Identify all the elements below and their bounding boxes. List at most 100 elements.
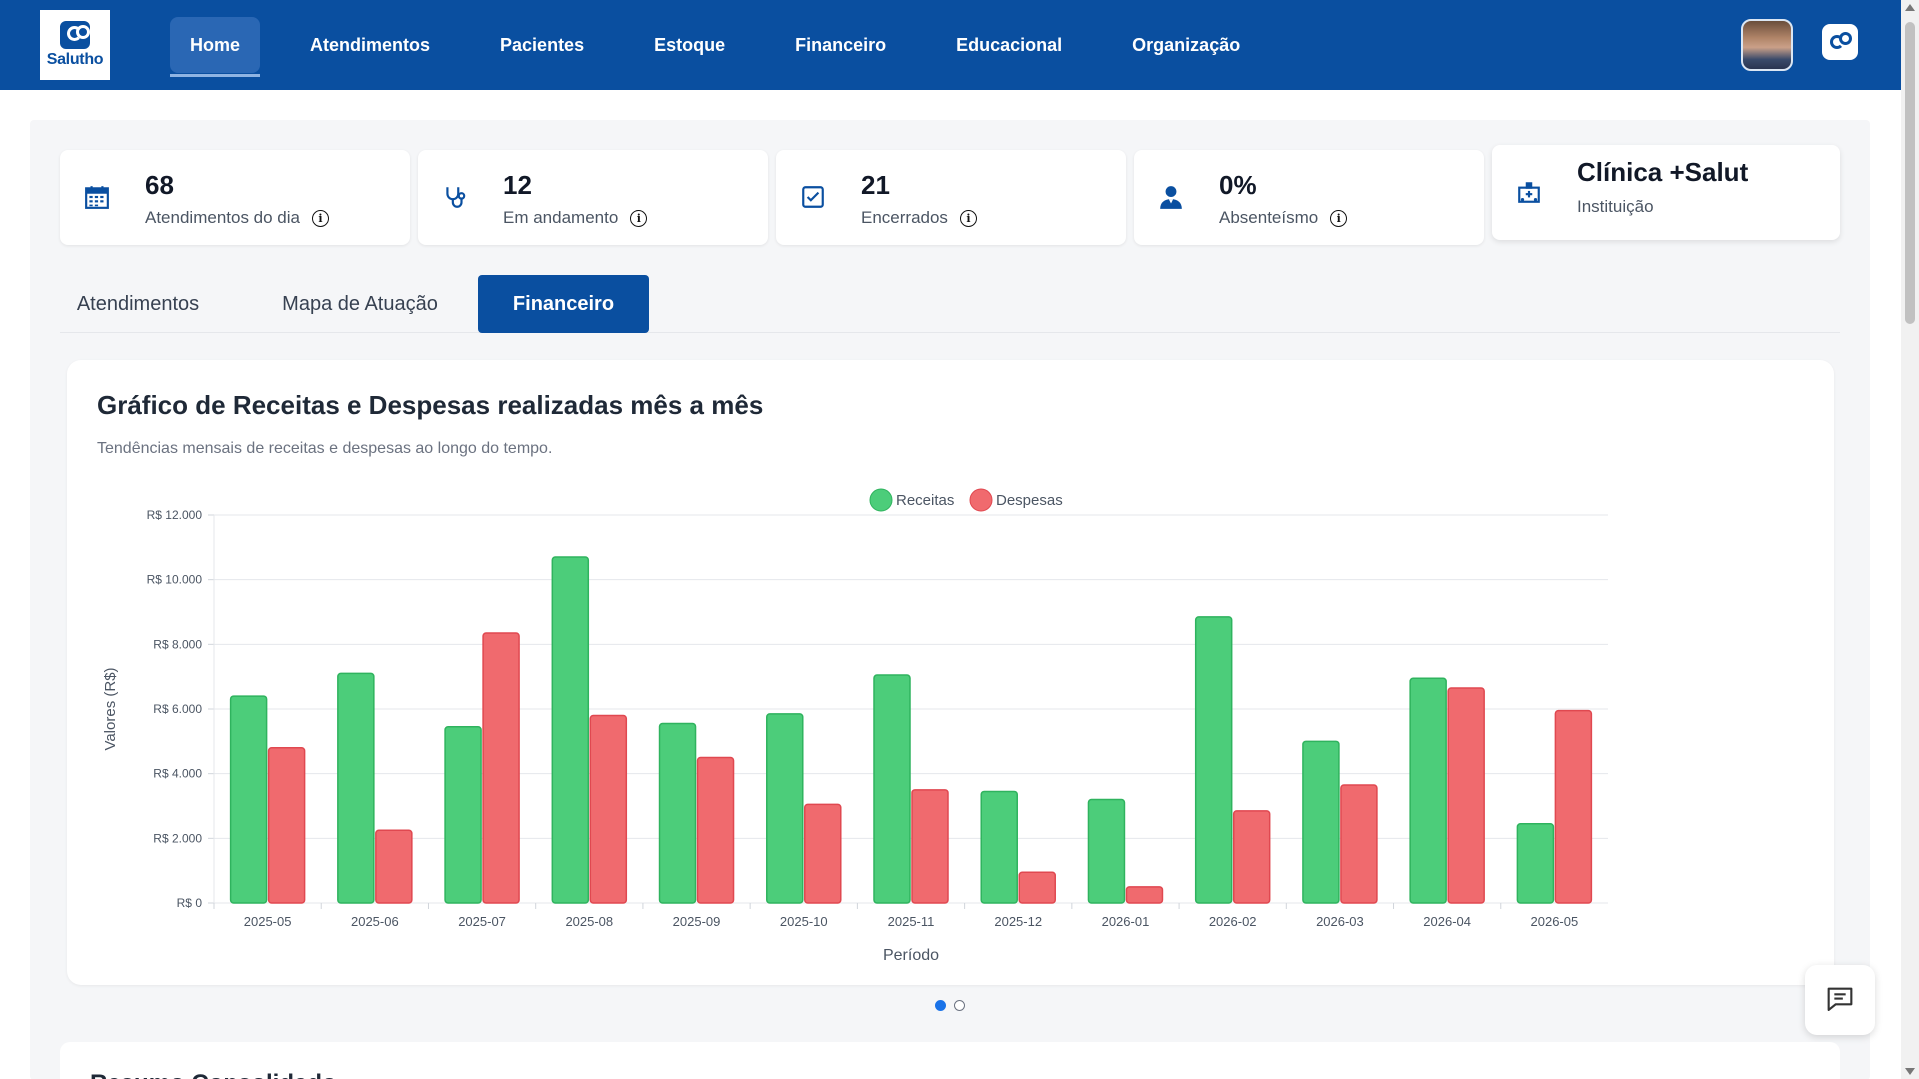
scroll-up-arrow-icon[interactable] — [1905, 4, 1915, 11]
info-icon[interactable]: i — [630, 209, 648, 227]
checkbox-icon — [802, 186, 824, 208]
x-tick-label: 2025-09 — [673, 914, 721, 929]
bar-receitas-2026-01 — [1087, 798, 1126, 904]
summary-section: Resumo Consolidado — [60, 1042, 1840, 1079]
bar-despesas-2026-04 — [1447, 687, 1485, 904]
y-tick-label: R$ 6.000 — [153, 702, 202, 716]
chart-subtitle: Tendências mensais de receitas e despesa… — [97, 440, 553, 457]
institution-label: Instituição — [1577, 197, 1654, 216]
bar-receitas-2026-04 — [1409, 677, 1447, 904]
chart-title: Gráfico de Receitas e Despesas realizada… — [97, 390, 764, 420]
bar-receitas-2026-02 — [1194, 616, 1233, 904]
stat-label: Absenteísmo — [1219, 208, 1319, 227]
person-icon — [1160, 186, 1182, 209]
salutho-logo[interactable]: Salutho — [40, 10, 110, 80]
stat-value: 0% — [1219, 170, 1257, 200]
x-tick-label: 2025-11 — [888, 914, 935, 929]
carousel-pagination — [935, 1000, 965, 1011]
bar-receitas-2025-05 — [229, 695, 268, 904]
y-tick-label: R$ 2.000 — [153, 831, 202, 845]
y-tick-label: R$ 0 — [177, 896, 203, 910]
institution-card: Clínica +Salut Instituição — [1492, 145, 1840, 240]
nav-pacientes[interactable]: Pacientes — [500, 34, 585, 55]
legend-label-despesas: Despesas — [996, 492, 1063, 509]
x-tick-label: 2026-03 — [1316, 914, 1364, 929]
stat-card-atendimentos: 68 Atendimentos do dia i — [60, 150, 410, 245]
bar-receitas-2025-08 — [551, 556, 590, 904]
stat-label-row: Encerrados i — [861, 208, 977, 228]
x-tick-label: 2025-10 — [780, 914, 828, 929]
stat-value: 21 — [861, 170, 890, 200]
nav-atendimentos[interactable]: Atendimentos — [310, 34, 431, 55]
summary-title: Resumo Consolidado — [90, 1070, 337, 1079]
bar-receitas-2025-06 — [337, 672, 375, 904]
bar-despesas-2025-08 — [589, 714, 628, 904]
tab-atendimentos[interactable]: Atendimentos — [76, 292, 200, 315]
stethoscope-icon — [446, 187, 466, 208]
scroll-thumb[interactable] — [1905, 22, 1915, 324]
nav-financeiro[interactable]: Financeiro — [795, 34, 887, 55]
stat-label-row: Em andamento i — [503, 208, 648, 228]
x-tick-label: 2026-01 — [1102, 914, 1150, 929]
x-tick-label: 2026-04 — [1423, 914, 1471, 929]
bar-despesas-2026-01 — [1125, 886, 1164, 904]
x-tick-label: 2025-07 — [458, 914, 506, 929]
bar-despesas-2025-05 — [267, 747, 306, 904]
tab-financeiro[interactable]: Financeiro — [478, 275, 649, 333]
x-tick-label: 2025-06 — [351, 914, 399, 929]
y-tick-label: R$ 12.000 — [147, 508, 203, 522]
carousel-dot-2[interactable] — [954, 1000, 965, 1011]
x-tick-label: 2025-05 — [244, 914, 292, 929]
bar-despesas-2025-07 — [482, 632, 520, 904]
bar-receitas-2026-03 — [1302, 740, 1340, 904]
bar-despesas-2025-06 — [375, 829, 413, 904]
bar-receitas-2025-12 — [980, 790, 1018, 904]
x-tick-label: 2026-02 — [1209, 914, 1257, 929]
y-tick-label: R$ 8.000 — [153, 637, 202, 651]
hospital-icon — [1518, 182, 1540, 203]
nav-organizacao[interactable]: Organização — [1132, 34, 1241, 55]
page-scrollbar[interactable] — [1901, 0, 1919, 1079]
bar-despesas-2026-03 — [1340, 784, 1378, 904]
stat-label: Encerrados — [861, 208, 948, 227]
y-axis-title: Valores (R$) — [102, 667, 119, 750]
bar-receitas-2025-07 — [444, 726, 482, 904]
chat-button[interactable] — [1805, 965, 1875, 1035]
bar-receitas-2025-10 — [766, 713, 804, 904]
salutho-app-icon[interactable] — [1822, 24, 1858, 60]
y-tick-label: R$ 4.000 — [153, 767, 202, 781]
bar-despesas-2026-02 — [1232, 810, 1271, 904]
legend-swatch-receitas — [869, 488, 893, 512]
top-navbar: Salutho Home Atendimentos Pacientes Esto… — [0, 0, 1901, 90]
stat-label-row: Atendimentos do dia i — [145, 208, 329, 228]
main-nav: Home Atendimentos Pacientes Estoque Fina… — [170, 17, 1290, 77]
info-icon[interactable]: i — [1330, 209, 1348, 227]
nav-educacional[interactable]: Educacional — [956, 34, 1063, 55]
calendar-icon — [85, 186, 109, 209]
bar-despesas-2025-09 — [696, 756, 735, 904]
bar-despesas-2025-10 — [804, 803, 842, 904]
carousel-dot-1[interactable] — [935, 1000, 946, 1011]
scroll-down-arrow-icon[interactable] — [1905, 1068, 1915, 1075]
bar-receitas-2026-05 — [1516, 823, 1555, 904]
x-tick-label: 2025-12 — [994, 914, 1042, 929]
stat-card-absenteismo: 0% Absenteísmo i — [1134, 150, 1484, 245]
stat-card-encerrados: 21 Encerrados i — [776, 150, 1126, 245]
x-tick-label: 2025-08 — [565, 914, 613, 929]
info-icon[interactable]: i — [959, 209, 977, 227]
stat-card-em-andamento: 12 Em andamento i — [418, 150, 768, 245]
bar-receitas-2025-09 — [658, 722, 697, 904]
user-avatar[interactable] — [1741, 19, 1793, 71]
bar-receitas-2025-11 — [873, 674, 911, 904]
stat-label: Atendimentos do dia — [145, 208, 300, 227]
tab-mapa-de-atuacao[interactable]: Mapa de Atuação — [282, 292, 438, 315]
nav-estoque[interactable]: Estoque — [654, 34, 726, 55]
x-axis-title: Período — [883, 947, 939, 964]
stat-value: 68 — [145, 170, 174, 200]
stat-label-row: Absenteísmo i — [1219, 208, 1348, 228]
institution-name: Clínica +Salut — [1577, 157, 1749, 187]
dashboard-tabs: Atendimentos Mapa de Atuação Financeiro — [60, 275, 1840, 333]
info-icon[interactable]: i — [312, 209, 329, 227]
nav-home[interactable]: Home — [170, 17, 261, 77]
chat-icon — [1827, 987, 1853, 1011]
